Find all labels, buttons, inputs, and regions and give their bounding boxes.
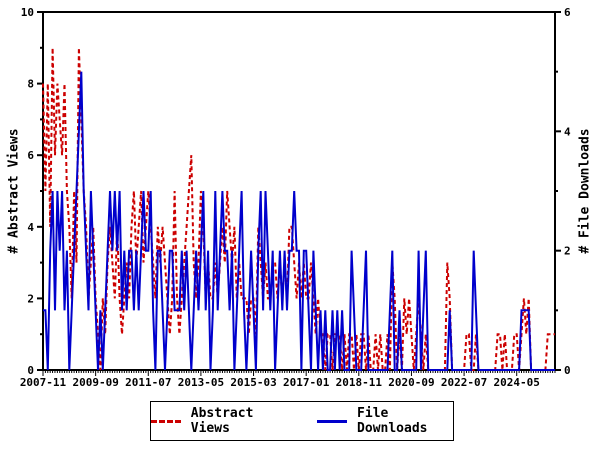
x-tick-label: 2020-09 — [388, 376, 434, 389]
abstract-views-legend-label: Abstract Views — [190, 406, 254, 436]
y-tick-label-left: 8 — [27, 78, 34, 91]
left-axis-title: # Abstract Views — [6, 128, 22, 254]
y-tick-label-left: 6 — [27, 149, 34, 162]
y-tick-label-left: 2 — [27, 292, 34, 305]
x-tick-label: 2011-07 — [125, 376, 171, 389]
y-tick-label-left: 0 — [27, 364, 34, 377]
x-tick-label: 2022-07 — [441, 376, 487, 389]
file-downloads-legend-label: File Downloads — [357, 406, 428, 436]
y-tick-label-right: 6 — [564, 6, 571, 19]
x-tick-label: 2018-11 — [336, 376, 383, 389]
y-tick-label-right: 2 — [564, 245, 571, 258]
x-tick-label: 2017-01 — [283, 376, 330, 389]
x-tick-label: 2007-11 — [20, 376, 67, 389]
file-downloads-line — [43, 71, 555, 371]
legend-box: Abstract Views File Downloads — [150, 401, 454, 441]
y-tick-label-left: 4 — [27, 221, 34, 234]
file-downloads-legend-swatch — [317, 419, 348, 423]
y-tick-label-right: 4 — [564, 125, 571, 138]
x-tick-label: 2024-05 — [494, 376, 540, 389]
y-tick-label-left: 10 — [21, 6, 34, 19]
x-tick-label: 2015-03 — [230, 376, 276, 389]
x-tick-label: 2013-05 — [178, 376, 224, 389]
abstract-views-legend-swatch — [151, 419, 181, 423]
y-tick-label-right: 0 — [564, 364, 571, 377]
x-tick-label: 2009-09 — [72, 376, 118, 389]
right-axis-title: # File Downloads — [577, 128, 593, 254]
